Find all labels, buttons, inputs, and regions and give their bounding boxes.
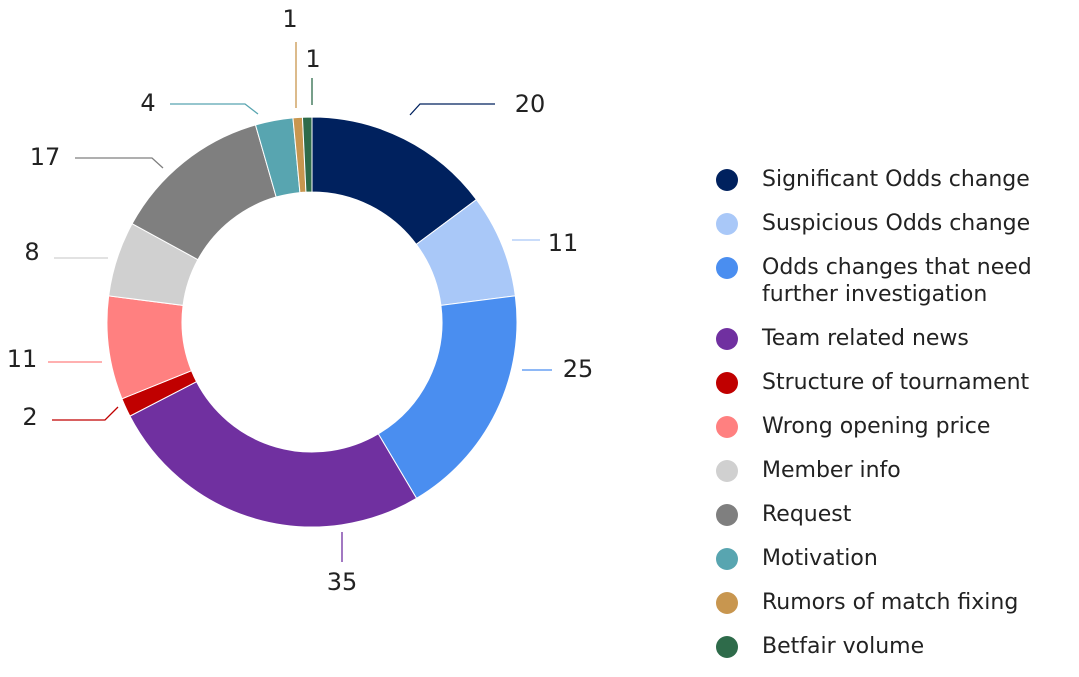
legend-item: Suspicious Odds change xyxy=(714,210,1076,237)
legend-item: Structure of tournament xyxy=(714,369,1076,396)
data-label: 2 xyxy=(22,403,37,431)
legend-label: Structure of tournament xyxy=(762,370,1030,395)
legend-label: Betfair volume xyxy=(762,634,925,659)
legend-item: Betfair volume xyxy=(714,633,1076,660)
legend-swatch xyxy=(716,372,738,394)
leader-line xyxy=(52,406,119,421)
legend-swatch xyxy=(716,548,738,570)
data-label: 11 xyxy=(7,345,38,373)
legend-label: Member info xyxy=(762,458,901,483)
legend-label: Significant Odds change xyxy=(762,167,1030,192)
data-label: 20 xyxy=(515,90,546,118)
legend-swatch xyxy=(716,592,738,614)
data-label: 8 xyxy=(24,238,39,266)
legend-item: Motivation xyxy=(714,545,1076,572)
legend-item: Odds changes that need further investiga… xyxy=(714,254,1076,308)
legend-swatch xyxy=(716,416,738,438)
data-label: 1 xyxy=(305,45,320,73)
data-label: 35 xyxy=(327,568,358,596)
legend-item: Rumors of match fixing xyxy=(714,589,1076,616)
data-label: 1 xyxy=(282,5,297,33)
leader-line xyxy=(75,157,164,169)
legend-swatch xyxy=(716,636,738,658)
slice xyxy=(129,381,418,528)
legend-label: Motivation xyxy=(762,546,878,571)
leader-line xyxy=(170,103,259,115)
data-label: 17 xyxy=(30,143,61,171)
legend-item: Team related news xyxy=(714,325,1076,352)
legend-label: Request xyxy=(762,502,852,527)
data-label: 4 xyxy=(140,89,155,117)
legend-item: Request xyxy=(714,501,1076,528)
data-label: 11 xyxy=(548,229,579,257)
legend-label: Team related news xyxy=(762,326,969,351)
legend-swatch xyxy=(716,257,738,279)
leader-line xyxy=(409,103,495,116)
data-label: 25 xyxy=(563,355,594,383)
legend-swatch xyxy=(716,169,738,191)
legend-label: Wrong opening price xyxy=(762,414,991,439)
legend-label: Rumors of match fixing xyxy=(762,590,1019,615)
legend: Significant Odds change Suspicious Odds c… xyxy=(714,166,1076,677)
legend-swatch xyxy=(716,328,738,350)
legend-swatch xyxy=(716,460,738,482)
chart: 20 11 25 35 2 11 8 17 4 11 xyxy=(7,5,594,596)
legend-swatch xyxy=(716,213,738,235)
legend-swatch xyxy=(716,504,738,526)
legend-item: Member info xyxy=(714,457,1076,484)
legend-label: Odds changes that need further investiga… xyxy=(762,255,1032,307)
legend-item: Significant Odds change xyxy=(714,166,1076,193)
legend-label: Suspicious Odds change xyxy=(762,211,1031,236)
legend-item: Wrong opening price xyxy=(714,413,1076,440)
slice xyxy=(301,116,313,193)
